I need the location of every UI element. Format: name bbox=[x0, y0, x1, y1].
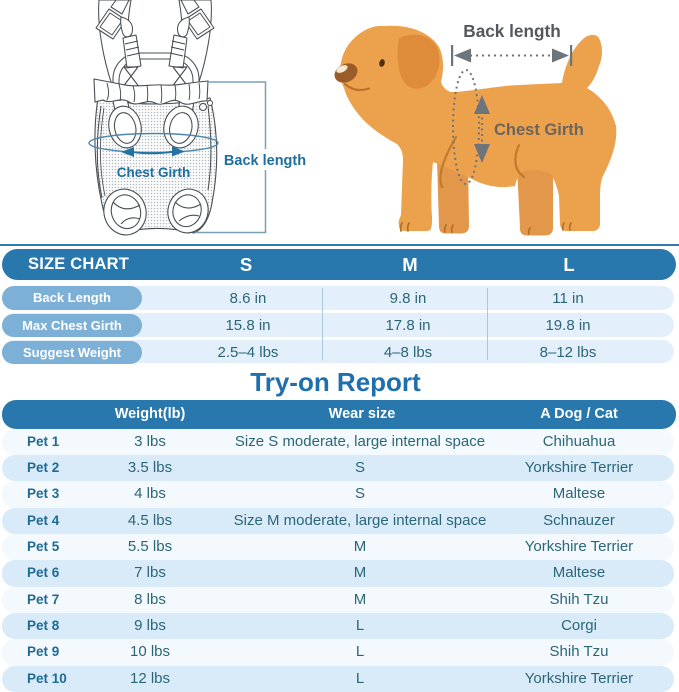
svg-text:Back length: Back length bbox=[463, 21, 560, 41]
svg-text:Chest Girth: Chest Girth bbox=[494, 121, 584, 139]
svg-text:Chest Girth: Chest Girth bbox=[117, 165, 191, 180]
svg-text:Back length: Back length bbox=[224, 153, 306, 169]
